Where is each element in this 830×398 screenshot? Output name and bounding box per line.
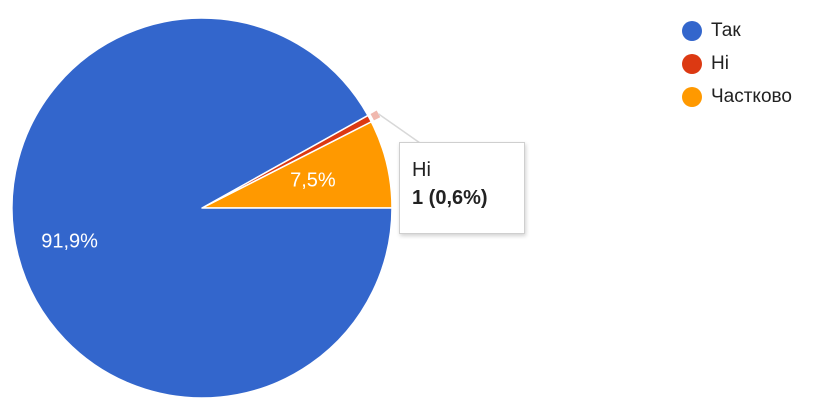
legend-item-chastkovo[interactable]: Частково [682,80,792,113]
tooltip-leader-line [378,113,421,144]
legend-label-chastkovo: Частково [711,85,792,107]
legend-label-tak: Так [711,19,741,41]
slice-highlight-ni [370,110,381,121]
slice-label-tak: 91,9% [41,231,98,253]
chart-legend: Так Ні Частково [682,14,792,113]
pie-slice-tak[interactable] [11,17,393,398]
legend-label-ni: Ні [711,52,729,74]
tooltip-value: 1 (0,6%) [412,187,488,209]
legend-item-tak[interactable]: Так [682,14,792,47]
legend-item-ni[interactable]: Ні [682,47,792,80]
legend-swatch-ni [682,53,702,74]
slice-label-chastkovo: 7,5% [290,170,336,192]
legend-swatch-tak [682,20,702,41]
slice-tooltip: Ні 1 (0,6%) [399,142,525,234]
legend-swatch-chastkovo [682,86,702,107]
tooltip-title: Ні [412,159,431,181]
